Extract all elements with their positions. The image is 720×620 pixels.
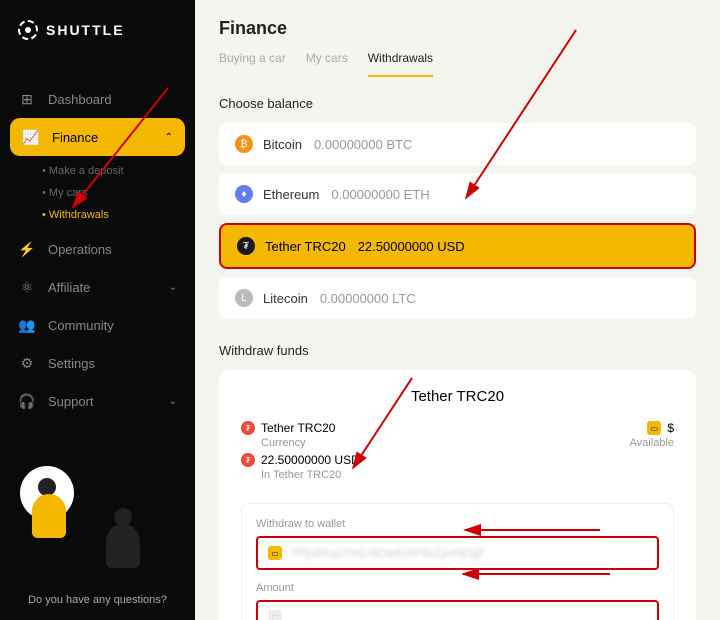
grid-icon: ⊞: [18, 90, 36, 108]
sidebar-item-dashboard[interactable]: ⊞ Dashboard: [0, 80, 195, 118]
balance-amount: 0.00000000 LTC: [320, 291, 416, 306]
logo[interactable]: SHUTTLE: [0, 0, 195, 60]
currency-info: ₮Tether TRC20 Currency ₮22.50000000 USD …: [241, 421, 360, 485]
headset-icon: 🎧: [18, 392, 36, 410]
questions-text: Do you have any questions?: [0, 594, 195, 606]
currency-sublabel: Currency: [261, 437, 360, 449]
balance-amount: 22.50000000 USD: [358, 239, 465, 254]
tether-mini-icon: ₮: [241, 453, 255, 467]
balance-bitcoin[interactable]: ₿ Bitcoin 0.00000000 BTC: [219, 123, 696, 165]
wallet-icon: ▭: [647, 421, 661, 435]
people-icon: 👥: [18, 316, 36, 334]
choose-balance-label: Choose balance: [219, 96, 696, 111]
sidebar: SHUTTLE ⊞ Dashboard 📈 Finance ⌃ Make a d…: [0, 0, 195, 620]
balance-list: ₿ Bitcoin 0.00000000 BTC ♦ Ethereum 0.00…: [219, 123, 696, 319]
sidebar-item-support[interactable]: 🎧 Support ⌄: [0, 382, 195, 420]
withdraw-form: Withdraw to wallet ▭ Amount ⬚ 2FA code 🔒…: [241, 503, 674, 620]
amount-input-wrap: ⬚: [256, 600, 659, 620]
balance-tether[interactable]: ₮ Tether TRC20 22.50000000 USD: [219, 223, 696, 269]
nav-label: Operations: [48, 242, 112, 257]
tab-withdrawals[interactable]: Withdrawals: [368, 51, 433, 77]
nav-label: Support: [48, 394, 94, 409]
card-summary: ₮Tether TRC20 Currency ₮22.50000000 USD …: [241, 421, 674, 485]
card-title: Tether TRC20: [241, 388, 674, 405]
subnav-withdrawals[interactable]: Withdrawals: [42, 204, 195, 226]
balance-amount: 0.00000000 ETH: [331, 187, 429, 202]
balance-name: Litecoin: [263, 291, 308, 306]
balance-name: Tether TRC20: [265, 239, 346, 254]
gear-icon: ⚙: [18, 354, 36, 372]
page-title: Finance: [219, 18, 696, 39]
bolt-icon: ⚡: [18, 240, 36, 258]
tether-mini-icon: ₮: [241, 421, 255, 435]
amount-field-label: Amount: [256, 582, 659, 594]
withdraw-card: Tether TRC20 ₮ Tether TRC20 Currency ₮ 22.…: [219, 370, 696, 620]
chevron-down-icon: ⌄: [169, 282, 177, 293]
nav-label: Community: [48, 318, 114, 333]
tab-buying[interactable]: Buying a car: [219, 51, 286, 77]
tabs: Buying a car My cars Withdrawals: [219, 51, 696, 78]
wallet-input[interactable]: [290, 546, 647, 560]
balance-amount: 0.00000000 BTC: [314, 137, 412, 152]
sidebar-item-affiliate[interactable]: ⚛ Affiliate ⌄: [0, 268, 195, 306]
amount-input[interactable]: [290, 610, 647, 620]
logo-icon: [18, 20, 38, 40]
sidebar-item-operations[interactable]: ⚡ Operations: [0, 230, 195, 268]
available-info: ▭ $ Available: [630, 421, 674, 485]
wallet-input-wrap: ▭: [256, 536, 659, 570]
balance-ethereum[interactable]: ♦ Ethereum 0.00000000 ETH: [219, 173, 696, 215]
litecoin-icon: Ł: [235, 289, 253, 307]
network-icon: ⚛: [18, 278, 36, 296]
chevron-up-icon: ⌃: [165, 132, 173, 143]
sidebar-item-settings[interactable]: ⚙ Settings: [0, 344, 195, 382]
nav-label: Settings: [48, 356, 95, 371]
nav-label: Affiliate: [48, 280, 90, 295]
wallet-field-label: Withdraw to wallet: [256, 518, 659, 530]
ethereum-icon: ♦: [235, 185, 253, 203]
main-content: Finance Buying a car My cars Withdrawals…: [195, 0, 720, 620]
wallet-icon: ▭: [268, 546, 282, 560]
sidebar-item-finance[interactable]: 📈 Finance ⌃: [10, 118, 185, 156]
balance-litecoin[interactable]: Ł Litecoin 0.00000000 LTC: [219, 277, 696, 319]
tab-mycars[interactable]: My cars: [306, 51, 348, 77]
balance-name: Ethereum: [263, 187, 319, 202]
subnav-mycars[interactable]: My cars: [42, 182, 195, 204]
chevron-down-icon: ⌄: [169, 396, 177, 407]
nav: ⊞ Dashboard 📈 Finance ⌃ Make a deposit M…: [0, 60, 195, 420]
nav-label: Finance: [52, 130, 98, 145]
tether-icon: ₮: [237, 237, 255, 255]
chart-icon: 📈: [22, 128, 40, 146]
support-illustration: [14, 464, 180, 584]
sidebar-item-community[interactable]: 👥 Community: [0, 306, 195, 344]
bitcoin-icon: ₿: [235, 135, 253, 153]
coin-icon: ⬚: [268, 610, 282, 620]
withdraw-funds-label: Withdraw funds: [219, 343, 696, 358]
dollar-sym: $: [667, 421, 674, 435]
finance-subnav: Make a deposit My cars Withdrawals: [0, 156, 195, 230]
nav-label: Dashboard: [48, 92, 112, 107]
balance-sublabel: In Tether TRC20: [261, 469, 360, 481]
balance-name: Bitcoin: [263, 137, 302, 152]
available-label: Available: [630, 437, 674, 449]
subnav-deposit[interactable]: Make a deposit: [42, 160, 195, 182]
brand-name: SHUTTLE: [46, 22, 125, 38]
currency-name: Tether TRC20: [261, 421, 335, 435]
balance-value: 22.50000000 USD: [261, 453, 360, 467]
